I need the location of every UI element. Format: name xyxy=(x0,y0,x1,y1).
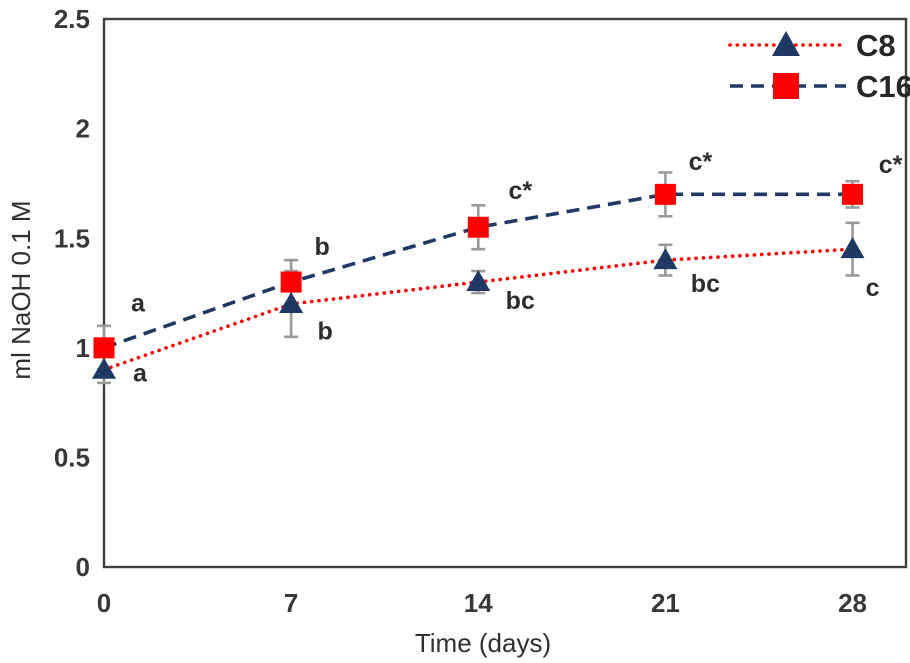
legend-item-c8: C8 xyxy=(728,28,896,63)
y-tick-label: 2.5 xyxy=(54,4,90,34)
point-label: bc xyxy=(506,287,535,315)
series-line-c8 xyxy=(102,247,855,372)
marker-square xyxy=(93,337,115,359)
x-tick-label: 21 xyxy=(651,588,680,618)
y-tick-label: 0 xyxy=(76,552,90,582)
point-label: b xyxy=(317,318,332,346)
marker-square xyxy=(842,183,864,205)
marker-triangle xyxy=(279,291,304,313)
series-line-c16 xyxy=(103,192,853,350)
legend-label: C16 xyxy=(856,69,910,104)
point-label: c* xyxy=(879,151,903,179)
point-label: c xyxy=(866,274,880,302)
marker-triangle xyxy=(653,248,678,270)
marker-triangle xyxy=(466,270,491,292)
y-axis-title: ml NaOH 0.1 M xyxy=(6,200,36,379)
plot-area: 0 0.5 1 1.5 2 2.5 0 7 14 21 28 a b bc bc c a b c* c* c* C8 C16 xyxy=(54,4,910,618)
marker-square xyxy=(654,183,676,205)
x-tick-label: 28 xyxy=(838,588,867,618)
marker-square xyxy=(467,216,489,238)
x-axis-title: Time (days) xyxy=(415,628,551,658)
marker-triangle xyxy=(840,237,865,259)
point-label: c* xyxy=(508,177,532,205)
legend-marker-triangle xyxy=(772,31,800,56)
y-tick-label: 1 xyxy=(76,333,90,363)
marker-square xyxy=(280,271,302,293)
point-label: a xyxy=(131,290,146,318)
point-label: a xyxy=(133,359,148,387)
plot-border xyxy=(102,17,908,569)
x-tick-label: 0 xyxy=(97,588,111,618)
y-tick-label: 2 xyxy=(76,114,90,144)
legend-label: C8 xyxy=(856,28,896,63)
point-label: b xyxy=(314,233,329,261)
x-tick-label: 14 xyxy=(464,588,493,618)
point-label: c* xyxy=(689,148,713,176)
x-tick-label: 7 xyxy=(284,588,298,618)
point-label: bc xyxy=(691,270,720,298)
y-tick-label: 1.5 xyxy=(54,223,90,253)
y-tick-label: 0.5 xyxy=(54,443,90,473)
legend-marker-square xyxy=(773,73,799,99)
marker-triangle xyxy=(92,357,116,379)
legend-item-c16: C16 xyxy=(730,69,910,104)
